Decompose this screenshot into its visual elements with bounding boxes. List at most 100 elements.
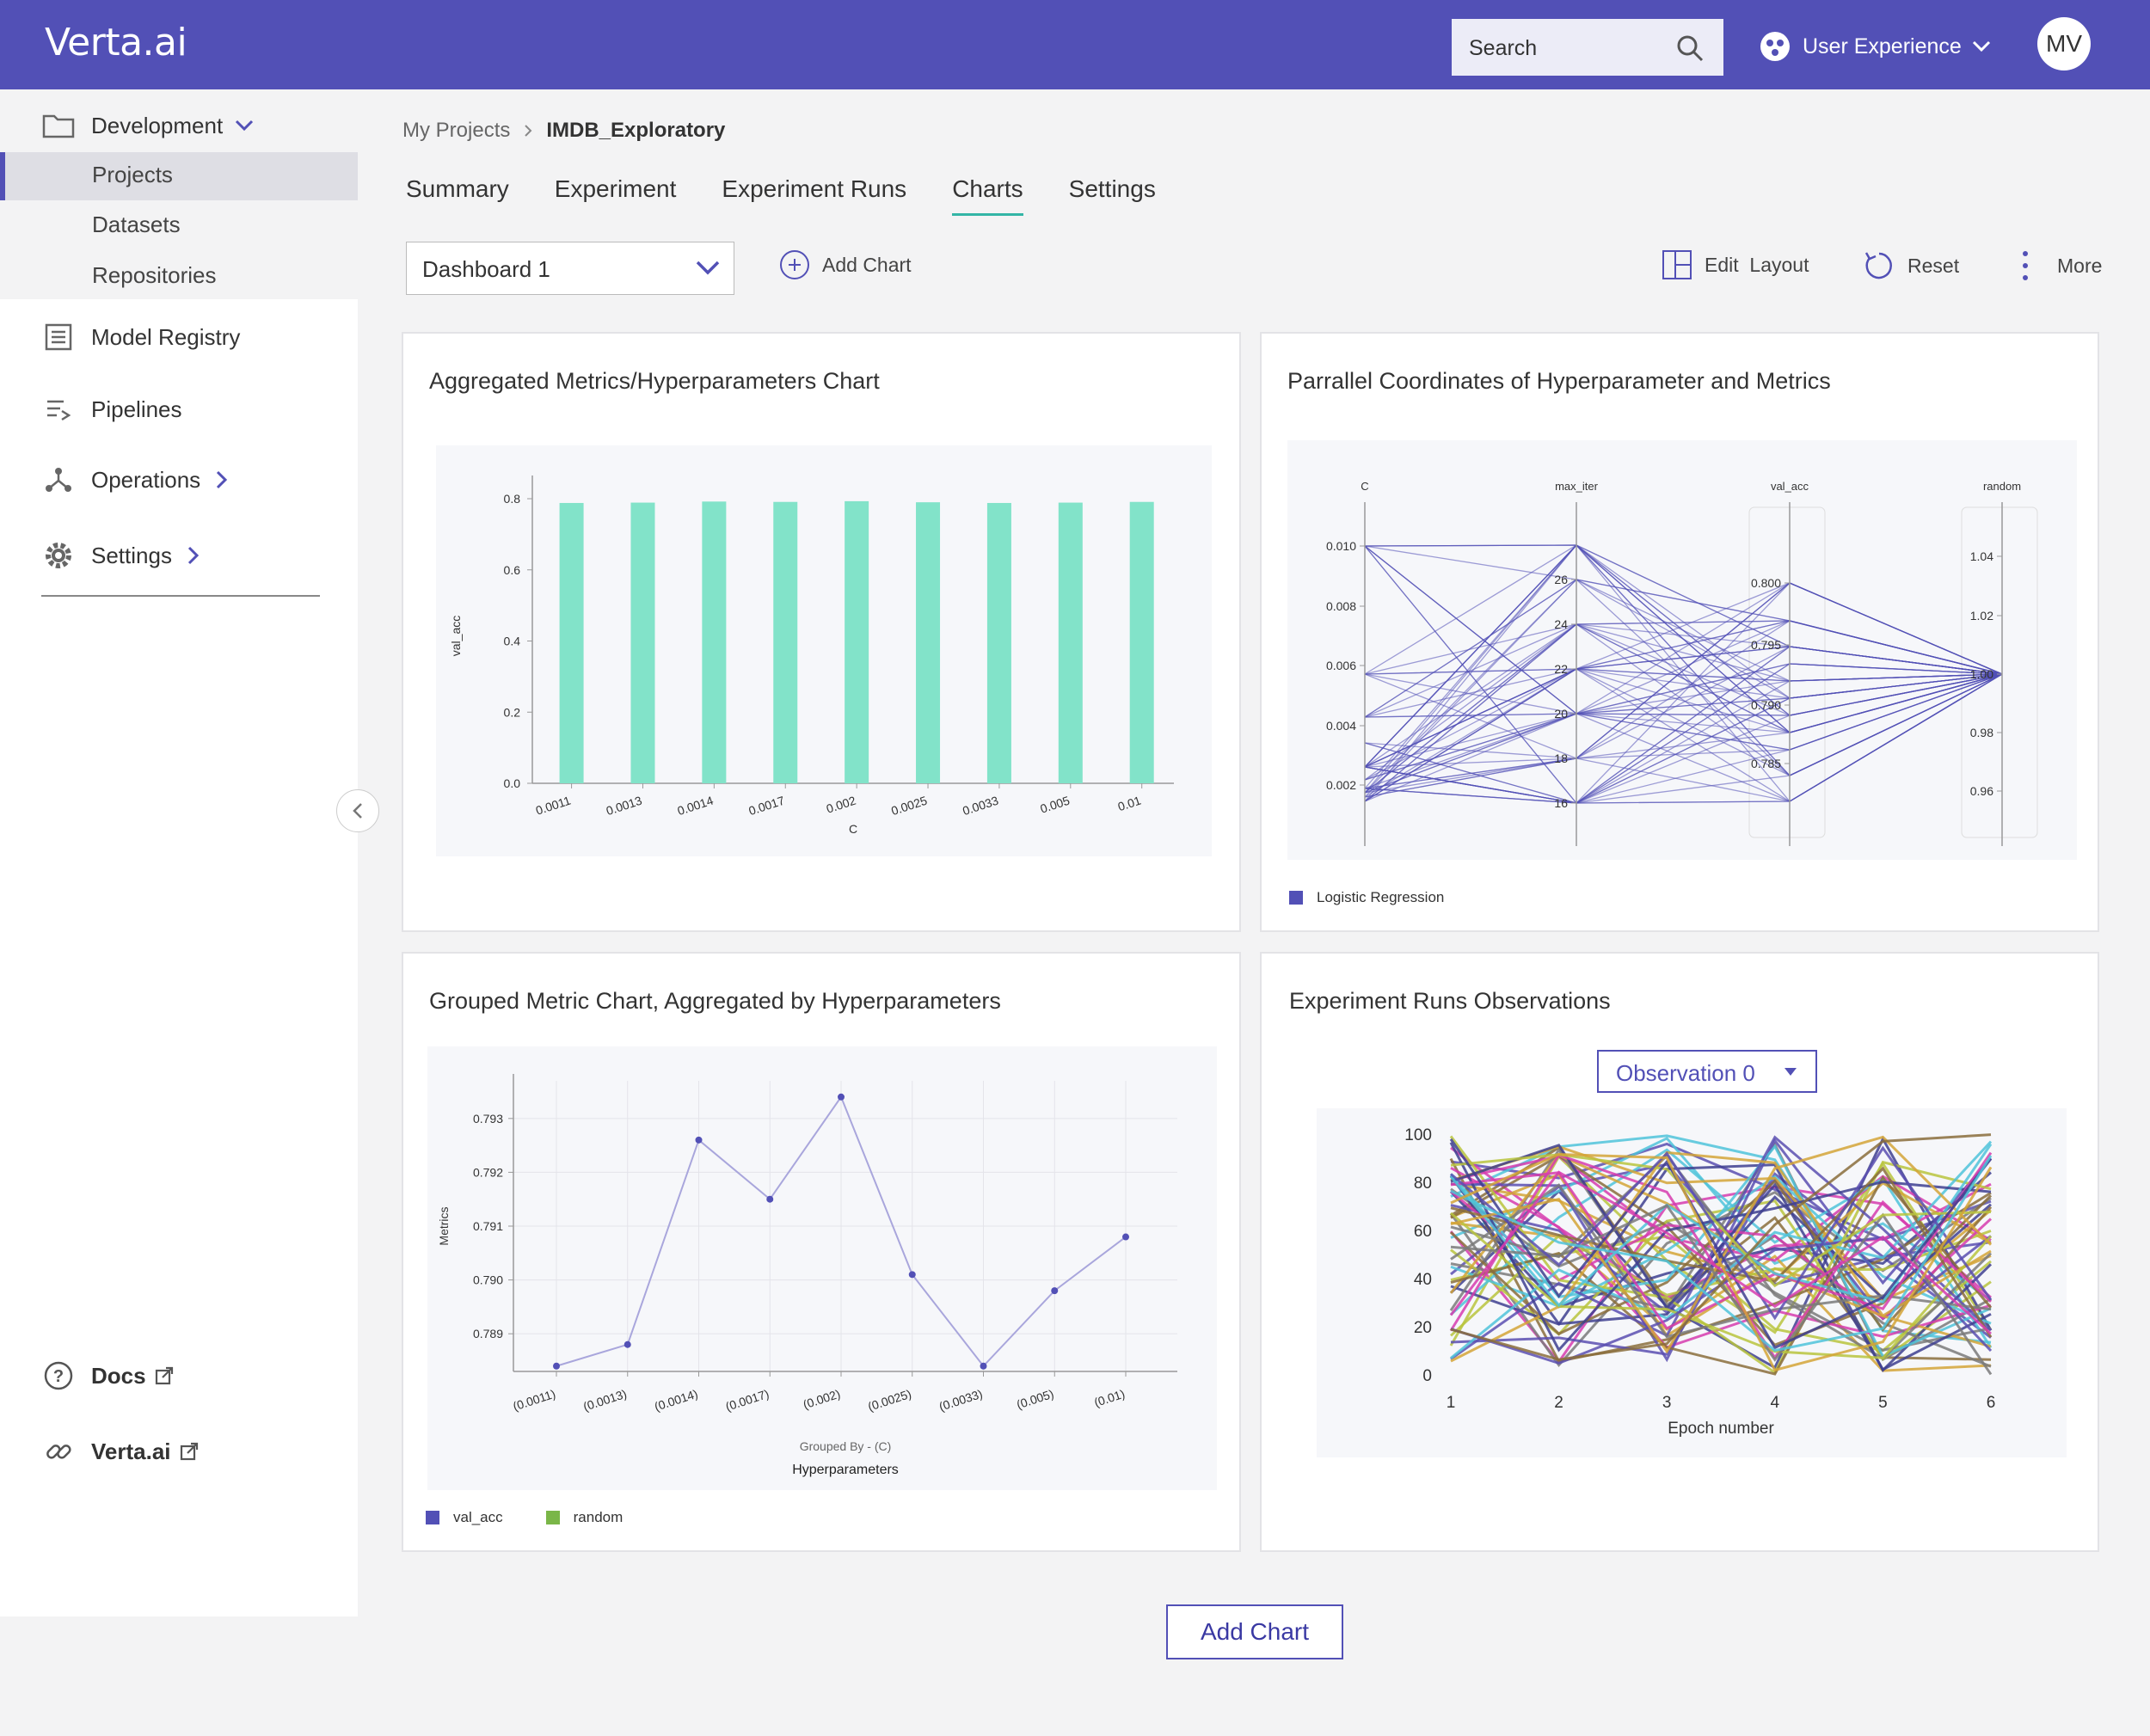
axis-tick-label: 1.04: [1970, 549, 1993, 563]
sidebar-item-repositories[interactable]: Repositories: [92, 262, 217, 288]
x-tick-label: (0.0011): [511, 1387, 557, 1414]
axis-tick-label: 0.800: [1751, 576, 1781, 590]
axis-tick-label: 26: [1554, 573, 1568, 586]
help-icon: ?: [41, 1359, 76, 1393]
x-tick-label: 0.0011: [534, 794, 573, 818]
axis-tick-label: 24: [1554, 617, 1568, 631]
more-button[interactable]: More: [2019, 249, 2102, 282]
chevron-down-icon: [236, 120, 254, 132]
y-tick-label: 40: [1414, 1271, 1432, 1289]
series-line: [1450, 1134, 1992, 1344]
axis-name: C: [1361, 480, 1368, 493]
tab-settings[interactable]: Settings: [1068, 175, 1156, 202]
series-line: [1450, 1154, 1993, 1360]
legend-label: Logistic Regression: [1317, 889, 1445, 905]
collapse-sidebar-button[interactable]: [336, 789, 379, 832]
y-tick-label: 0.791: [473, 1219, 503, 1233]
add-chart-bottom-button[interactable]: Add Chart: [1166, 1604, 1343, 1659]
tab-experiment-runs[interactable]: Experiment Runs: [722, 175, 907, 202]
observations-title: Experiment Runs Observations: [1289, 988, 1611, 1014]
verta-logo[interactable]: Verta.ai: [45, 21, 187, 64]
bar: [702, 501, 727, 783]
series-line: [1364, 582, 2003, 798]
series-line: [1364, 673, 2003, 759]
sidebar-item-label: Settings: [91, 542, 172, 568]
bar: [845, 500, 869, 783]
axis-tick-label: 0.010: [1326, 539, 1356, 553]
breadcrumb-parent[interactable]: My Projects: [402, 119, 511, 142]
breadcrumb-current: IMDB_Exploratory: [546, 119, 726, 142]
sidebar-item-settings[interactable]: Settings: [41, 538, 200, 573]
series-line: [1364, 545, 2003, 715]
legend-label: random: [573, 1509, 624, 1525]
x-tick-label: 0.002: [825, 794, 857, 816]
sidebar-item-development[interactable]: Development: [41, 108, 254, 143]
search-input[interactable]: Search: [1452, 19, 1723, 76]
dashboard-select[interactable]: Dashboard 1: [406, 242, 734, 295]
x-tick-label: 1: [1447, 1394, 1456, 1412]
verta-external-link[interactable]: Verta.ai: [41, 1434, 199, 1469]
workspace-icon: [1760, 32, 1790, 61]
search-icon[interactable]: [1675, 34, 1705, 63]
external-link-icon: [180, 1442, 198, 1461]
data-point: [838, 1093, 845, 1101]
observations-card: Experiment Runs Observations Observation…: [1260, 952, 2099, 1552]
axis-tick-label: 0.795: [1751, 638, 1781, 652]
bar: [1129, 501, 1154, 783]
x-tick-label: 5: [1878, 1394, 1888, 1412]
sidebar-item-pipelines[interactable]: Pipelines: [41, 392, 182, 426]
sidebar-item-operations[interactable]: Operations: [41, 463, 228, 497]
more-vertical-icon: [2023, 251, 2028, 280]
avatar[interactable]: MV: [2037, 17, 2091, 71]
sidebar-item-projects[interactable]: Projects: [92, 162, 173, 187]
workspace-label: User Experience: [1803, 34, 1962, 58]
grouped-chart-plot: 0.789 0.790 0.791 0.792 0.793 (0.0011) (0.0013…: [427, 1046, 1217, 1490]
axis-tick-label: 0.006: [1326, 659, 1356, 672]
sidebar-item-datasets[interactable]: Datasets: [92, 212, 181, 237]
series-line: [1449, 1170, 1992, 1335]
gear-icon: [41, 538, 76, 573]
chevron-left-icon: [353, 803, 362, 819]
axis-tick-label: 0.785: [1751, 757, 1781, 770]
bar: [986, 502, 1011, 783]
bar-chart-plot: 0.0 0.2 0.4 0.6 0.8 0.0011 0.0013 0.0014 0.0017 0…: [436, 445, 1212, 856]
tab-charts[interactable]: Charts: [952, 175, 1023, 216]
observations-line-chart: 0 20 40 60 80 100 1 2 3 4 5 6 Epoch number: [1404, 1126, 1995, 1438]
edit-layout-button[interactable]: Edit Layout: [1662, 249, 1809, 280]
data-point: [695, 1136, 703, 1144]
chevron-right-icon: [187, 546, 200, 565]
data-point: [553, 1362, 560, 1370]
add-chart-button[interactable]: Add Chart: [779, 249, 912, 280]
legend-swatch: [545, 1511, 560, 1524]
docs-label: Docs: [91, 1362, 146, 1389]
series-line: [1449, 1135, 1992, 1375]
tab-experiment[interactable]: Experiment: [554, 175, 677, 202]
reset-label: Reset: [1907, 254, 1960, 277]
y-tick-label: 0.8: [504, 492, 521, 506]
bar: [630, 502, 655, 783]
y-tick-label: 0.789: [473, 1327, 503, 1340]
series-line: [1450, 1153, 1992, 1288]
series-line: [1364, 582, 2003, 798]
observation-select[interactable]: Observation 0: [1597, 1050, 1817, 1093]
series-line: [1450, 1133, 1992, 1361]
series-line: [1364, 623, 2003, 781]
series-line: [1364, 673, 2003, 768]
legend-label: val_acc: [453, 1509, 503, 1525]
tab-summary[interactable]: Summary: [406, 175, 509, 202]
series-line: [1449, 1144, 1992, 1359]
docs-link[interactable]: ? Docs: [41, 1359, 174, 1393]
sidebar-item-label: Model Registry: [91, 323, 241, 350]
workspace-selector[interactable]: User Experience: [1760, 31, 1991, 62]
y-axis-label: Metrics: [437, 1206, 451, 1245]
series-line: [1449, 1136, 1993, 1370]
reset-button[interactable]: Reset: [1863, 249, 1959, 282]
project-tabs: Summary Experiment Experiment Runs Chart…: [406, 175, 1201, 216]
y-axis-label: val_acc: [449, 616, 463, 656]
y-tick-label: 80: [1414, 1175, 1432, 1193]
y-tick-label: 0.0: [504, 776, 521, 790]
axis-name: random: [1983, 480, 2021, 493]
parallel-legend: Logistic Regression: [1289, 889, 1444, 906]
sidebar-item-model-registry[interactable]: Model Registry: [41, 320, 240, 354]
axis-tick-label: 0.002: [1326, 778, 1356, 792]
